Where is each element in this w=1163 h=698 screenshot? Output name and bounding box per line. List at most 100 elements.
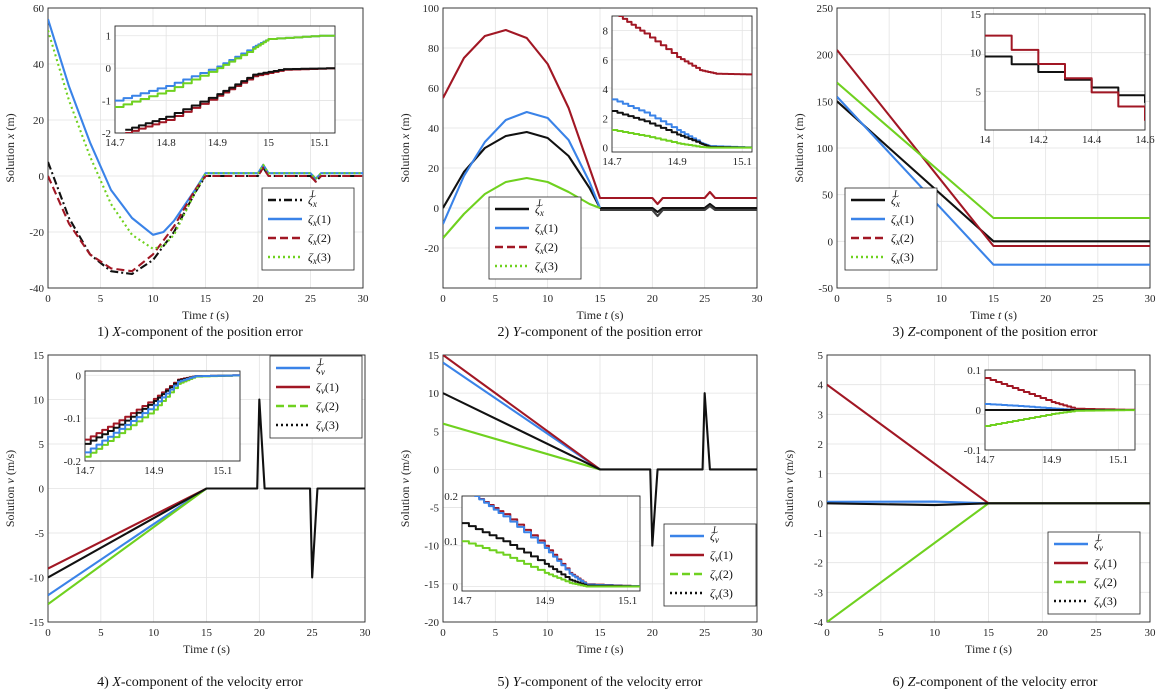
- inset-series-line-4: [462, 540, 640, 588]
- inset-xtick-label: 14.2: [1029, 134, 1048, 146]
- inset-xtick-label: 15.1: [1109, 454, 1128, 466]
- main-xtick-label: 15: [201, 627, 213, 639]
- main-ytick-label: -10: [424, 541, 439, 553]
- y-axis-label: Solution v (m/s): [398, 450, 412, 527]
- series-line-3: [48, 487, 208, 606]
- main-xtick-label: 5: [886, 293, 892, 305]
- main-ytick-label: 60: [428, 83, 440, 95]
- y-axis-label: Solution v (m/s): [782, 450, 796, 527]
- legend-entry-label: ζx(2): [308, 231, 331, 247]
- main-ytick-label: 0: [434, 464, 440, 476]
- inset-plot-area: [85, 371, 240, 461]
- inset-ytick-label: 5: [976, 86, 982, 98]
- inset-plot-area: [612, 16, 752, 152]
- inset-ytick-label: 4: [603, 84, 609, 96]
- x-axis-label: Time t (s): [965, 642, 1012, 656]
- main-ytick-label: 3: [818, 409, 824, 421]
- legend-entry-label: ζv(1): [710, 548, 733, 564]
- main-ytick-label: -20: [424, 617, 439, 629]
- main-ytick-label: 40: [428, 123, 440, 135]
- main-axes-box: [826, 354, 1151, 623]
- legend-entry-label: ζx(3): [308, 250, 331, 266]
- main-ytick-label: -50: [818, 283, 833, 295]
- inset-xtick-label: 14.9: [535, 595, 555, 607]
- panel-caption: 6) Z-component of the velocity error: [893, 675, 1098, 690]
- main-xtick-label: 0: [440, 627, 446, 639]
- main-ytick-label: -10: [29, 573, 44, 585]
- inset-ytick-label: -0.2: [64, 456, 81, 468]
- series-line-1: [48, 161, 363, 276]
- legend-entry-label: ζvL: [316, 357, 325, 377]
- panel-caption: 3) Z-component of the position error: [893, 325, 1098, 340]
- legend: ζvL ζv(1) ζv(2) ζv(3): [1047, 531, 1141, 615]
- legend-entry-label: ζv(1): [316, 380, 339, 396]
- main-ytick-label: -15: [29, 617, 44, 629]
- main-ytick-label: -3: [814, 587, 824, 599]
- inset-axes-box: [461, 495, 641, 592]
- chart-panel-4: 0 5 10 15 20 25 30 -15 -10 -5 0 5 10 15 Time t (s) Solu…: [3, 350, 371, 690]
- main-ytick-label: 4: [818, 380, 824, 392]
- main-ytick-label: 40: [33, 59, 45, 71]
- inset-xtick-label: 14.9: [667, 156, 687, 168]
- main-ytick-label: -40: [29, 283, 44, 295]
- inset-ytick-label: 0.1: [967, 365, 981, 377]
- x-axis-label: Time t (s): [577, 308, 624, 322]
- main-ytick-label: 0: [828, 236, 834, 248]
- main-xtick-label: 20: [1040, 293, 1052, 305]
- legend: ζxL ζx(1) ζx(2) ζx(3): [488, 196, 582, 280]
- legend-box: [844, 187, 938, 271]
- inset-ytick-label: 0: [976, 405, 982, 417]
- legend-entry-label: ζxL: [308, 189, 317, 209]
- series-line-3: [48, 166, 363, 273]
- series-line-4: [443, 392, 757, 547]
- inset-xtick-label: 14.9: [144, 465, 164, 477]
- series-line-4: [827, 502, 1150, 507]
- series-line-4: [837, 81, 1150, 220]
- main-ytick-label: 100: [423, 3, 440, 15]
- main-xtick-label: 0: [45, 627, 51, 639]
- legend-entry-label: ζx(3): [891, 250, 914, 266]
- x-axis-label: Time t (s): [182, 308, 229, 322]
- series-line-3: [837, 49, 1150, 248]
- main-ytick-label: 60: [33, 3, 45, 15]
- main-xtick-label: 15: [988, 293, 1000, 305]
- series-line-1: [48, 487, 208, 597]
- y-axis-label: Solution v (m/s): [3, 450, 17, 527]
- inset-axes-box: [84, 370, 241, 462]
- legend-entry-label: ζx(2): [535, 240, 558, 256]
- main-ytick-label: -20: [29, 227, 44, 239]
- main-xtick-label: 30: [360, 627, 372, 639]
- inset-ytick-label: 0: [76, 370, 82, 382]
- main-ytick-label: 5: [39, 439, 45, 451]
- main-xtick-label: 25: [1091, 627, 1103, 639]
- inset-ytick-label: 1: [106, 31, 112, 43]
- series-line-4: [48, 398, 365, 579]
- inset-plot: 14.7 14.9 15.1 -0.2 -0.1 0: [64, 370, 241, 477]
- main-xtick-label: 20: [254, 627, 266, 639]
- inset-series-line-2: [985, 34, 1145, 121]
- inset-ytick-label: 2: [603, 113, 609, 125]
- inset-series-line-1: [618, 16, 752, 76]
- inset-xtick-label: 14.7: [75, 465, 95, 477]
- inset-plot: 14.7 14.9 15.1 -0.1 0 0.1: [964, 365, 1136, 466]
- main-xtick-label: 25: [1092, 293, 1104, 305]
- panel-caption: 4) X-component of the velocity error: [97, 675, 303, 690]
- main-xtick-label: 0: [824, 627, 830, 639]
- main-xtick-label: 20: [647, 293, 659, 305]
- main-xtick-label: 5: [98, 293, 104, 305]
- legend: ζvL ζv(1) ζv(2) ζv(3): [269, 355, 363, 439]
- main-ytick-label: 5: [434, 426, 440, 438]
- main-xtick-label: 20: [647, 627, 659, 639]
- main-ytick-label: 1: [818, 469, 824, 481]
- main-xtick-label: 25: [699, 627, 711, 639]
- main-ytick-label: -4: [814, 617, 824, 629]
- series-line-2: [48, 487, 207, 570]
- inset-plot-area: [115, 26, 335, 133]
- series-line-2: [837, 95, 1150, 266]
- inset-xtick-label: 15.1: [618, 595, 637, 607]
- inset-ytick-label: 0: [453, 581, 459, 593]
- main-ytick-label: 10: [428, 388, 440, 400]
